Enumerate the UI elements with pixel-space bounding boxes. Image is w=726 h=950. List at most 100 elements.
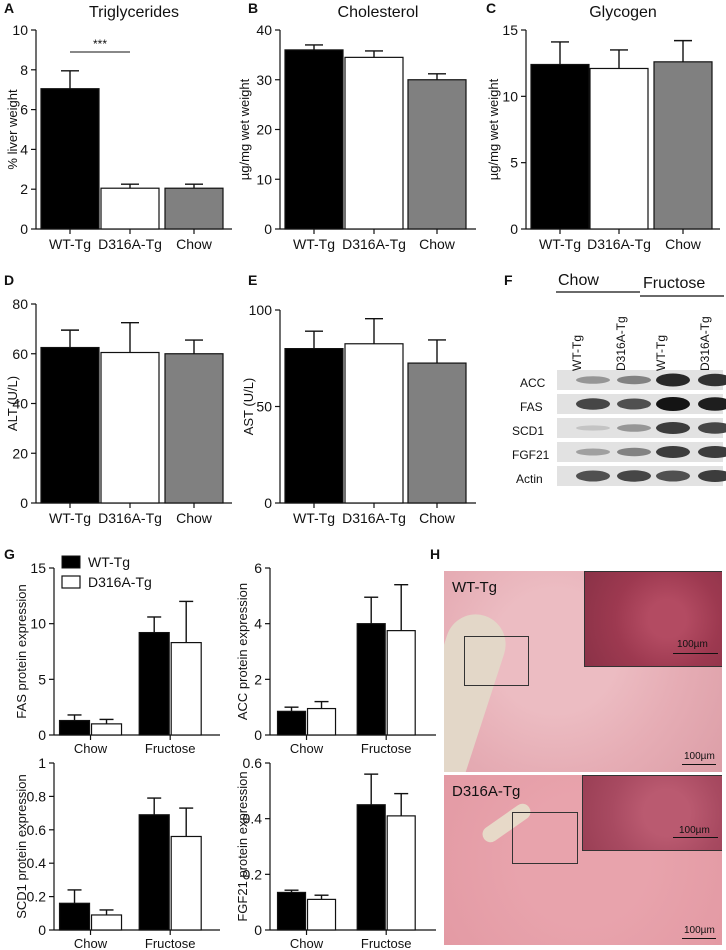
panel-letter-h: H [430, 546, 441, 562]
y-axis-label: SCD1 protein expression [14, 774, 29, 919]
blot-band [617, 398, 651, 410]
bar [138, 814, 170, 931]
x-tick-label: WT-Tg [293, 236, 335, 252]
y-tick-label: 0 [38, 922, 46, 938]
y-tick-label: 20 [12, 445, 28, 461]
histology-image-d316a: D316A-Tg 100µm 100µm [444, 775, 722, 945]
blot-band [656, 470, 690, 482]
y-tick-label: 20 [256, 122, 272, 138]
x-tick-label: WT-Tg [49, 510, 91, 526]
bar [138, 631, 170, 736]
x-tick-label: Chow [290, 741, 324, 756]
blot-lane-label: D316A-Tg [614, 316, 628, 371]
bar [276, 710, 307, 736]
y-axis-label: FAS protein expression [14, 584, 29, 718]
y-tick-label: 80 [12, 296, 28, 312]
bar [284, 49, 344, 230]
bar [100, 351, 160, 504]
chart-title: Glycogen [589, 4, 657, 21]
y-tick-label: 0.6 [243, 755, 263, 771]
bar [164, 353, 224, 504]
x-tick-label: Fructose [145, 741, 196, 756]
histology-inset-d316a: 100µm [582, 775, 722, 851]
y-tick-label: 2 [20, 181, 28, 197]
y-axis-label: ACC protein expression [235, 583, 250, 720]
histology-label-wt: WT-Tg [452, 579, 497, 596]
y-tick-label: 15 [30, 560, 46, 576]
blot-band [576, 470, 610, 482]
y-tick-label: 40 [12, 396, 28, 412]
x-tick-label: D316A-Tg [587, 236, 651, 252]
y-tick-label: 60 [12, 346, 28, 362]
scale-bar [673, 653, 718, 654]
bar [386, 630, 416, 736]
x-tick-label: Chow [665, 236, 702, 252]
y-tick-label: 2 [254, 671, 262, 687]
y-axis-label: FGF21 protein expression [235, 771, 250, 921]
blot-lane-label: WT-Tg [654, 335, 668, 371]
y-tick-label: 0.2 [27, 889, 47, 905]
blot-band [617, 424, 651, 432]
blot-band [617, 470, 651, 482]
blot-band [656, 397, 690, 411]
bar [164, 187, 224, 230]
x-tick-label: Chow [176, 510, 213, 526]
y-tick-label: 0 [20, 221, 28, 237]
scale-bar-label: 100µm [677, 639, 708, 650]
blot-band [698, 397, 726, 411]
blot-band [617, 375, 651, 385]
y-tick-label: 0.4 [243, 811, 263, 827]
scale-bar-label: 100µm [684, 925, 715, 936]
bar [530, 63, 590, 230]
bar [90, 914, 123, 931]
y-axis-label: ALT (U/L) [5, 376, 20, 431]
x-tick-label: Chow [176, 236, 213, 252]
x-tick-label: Chow [419, 510, 456, 526]
y-tick-label: 6 [20, 102, 28, 118]
panel-letter-g: G [4, 546, 15, 562]
scale-bar-label: 100µm [684, 751, 715, 762]
blot-band [656, 422, 690, 434]
bar [306, 707, 337, 736]
blot-band [617, 447, 651, 457]
y-tick-label: 0 [254, 922, 262, 938]
histology-inset-wt: 100µm [584, 571, 722, 667]
y-tick-label: 0.8 [27, 788, 47, 804]
bar [306, 898, 337, 931]
histology-tissue-gap [444, 606, 514, 772]
bar [344, 56, 404, 230]
y-tick-label: 4 [254, 616, 262, 632]
blot-group-fructose: Fructose [643, 275, 706, 292]
histology-image-wt: WT-Tg 100µm 100µm [444, 571, 722, 772]
bar [653, 61, 713, 230]
y-axis-label: AST (U/L) [241, 378, 256, 436]
x-tick-label: Chow [74, 936, 108, 950]
blot-band [576, 448, 610, 456]
bar [58, 902, 91, 931]
blot-row-label-scd1: SCD1 [512, 424, 545, 438]
panel-letter-d: D [4, 272, 15, 288]
blot-band [656, 373, 690, 387]
y-tick-label: 0 [510, 221, 518, 237]
x-tick-label: Chow [290, 936, 324, 950]
bar [170, 641, 202, 736]
panel-letter-f: F [504, 272, 513, 288]
bar [100, 187, 160, 230]
bar [386, 815, 416, 931]
y-tick-label: 10 [12, 22, 28, 38]
x-tick-label: D316A-Tg [342, 510, 406, 526]
y-tick-label: 30 [256, 72, 272, 88]
blot-lane-label: WT-Tg [570, 335, 584, 371]
chart-title: Triglycerides [89, 4, 179, 21]
y-axis-label: µg/mg wet weight [237, 78, 252, 180]
bar [276, 891, 307, 931]
blot-row-label-actin: Actin [516, 472, 543, 486]
scale-bar-label: 100µm [679, 825, 710, 836]
western-blot-panel: Chow Fructose WT-Tg D316A-Tg WT-Tg D316A… [490, 272, 726, 522]
y-tick-label: 40 [256, 22, 272, 38]
y-axis-label: % liver weight [5, 89, 20, 170]
y-tick-label: 100 [249, 302, 273, 318]
legend-label: D316A-Tg [88, 574, 152, 590]
y-tick-label: 6 [254, 560, 262, 576]
blot-lane-label: D316A-Tg [698, 316, 712, 371]
